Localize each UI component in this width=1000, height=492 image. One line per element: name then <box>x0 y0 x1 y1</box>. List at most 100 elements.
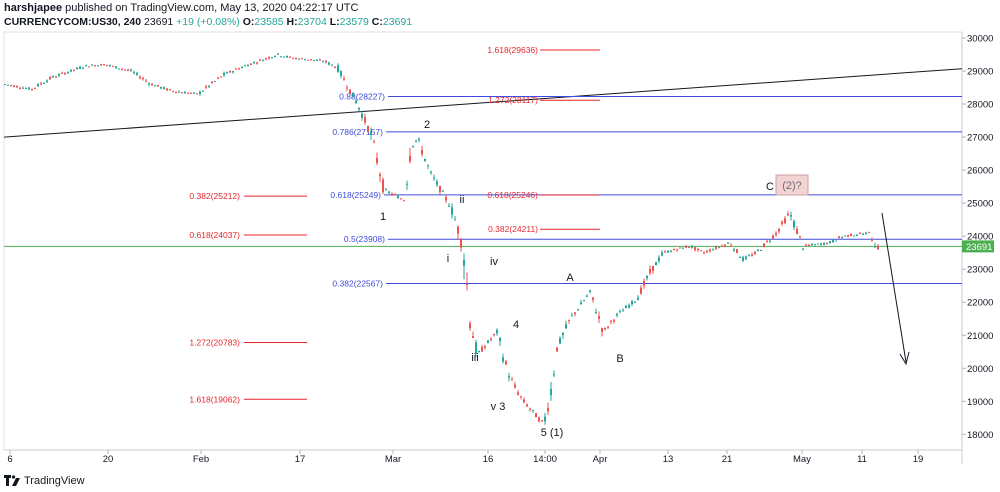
wave-label: iii <box>471 352 478 364</box>
candle-body <box>781 221 783 224</box>
candle-body <box>265 58 267 60</box>
candle-body <box>685 246 687 248</box>
candle-body <box>49 76 51 80</box>
wave-label: C <box>766 181 774 193</box>
candle-body <box>115 66 117 69</box>
candle-body <box>682 247 684 249</box>
x-tick-label: 21 <box>722 454 733 465</box>
candle-body <box>607 326 609 328</box>
candle-body <box>415 140 417 142</box>
candle-body <box>55 76 57 78</box>
candle-body <box>646 276 648 279</box>
wave-label: B <box>616 353 623 365</box>
candle-body <box>676 249 678 251</box>
candle-body <box>406 183 408 185</box>
candle-body <box>238 68 240 70</box>
candle-body <box>76 67 78 69</box>
footer-brand: TradingView <box>24 475 85 487</box>
candle-body <box>328 62 330 65</box>
candle-body <box>157 85 159 87</box>
candle-body <box>148 83 150 85</box>
candle-body <box>598 316 600 319</box>
fib-red-label: 1.618(29636) <box>487 45 538 55</box>
candle-body <box>745 256 747 259</box>
candle-body <box>877 245 879 250</box>
candle-body <box>193 92 195 94</box>
open-value: 23585 <box>254 16 284 28</box>
candle-body <box>34 87 36 89</box>
candle-body <box>499 338 501 342</box>
candle-body <box>82 67 84 69</box>
price-change: +19 (+0.08%) <box>176 16 240 28</box>
candle-body <box>166 88 168 91</box>
candle-body <box>385 189 387 191</box>
candle-body <box>859 232 861 234</box>
candle-body <box>22 87 24 89</box>
candle-body <box>106 65 108 67</box>
footer: TradingView <box>4 472 85 490</box>
candle-body <box>799 236 801 238</box>
candle-body <box>424 158 426 162</box>
candle-body <box>706 250 708 253</box>
y-tick-label: 30000 <box>967 34 993 45</box>
candle-body <box>634 301 636 303</box>
candle-body <box>412 145 414 147</box>
candle-body <box>178 91 180 93</box>
wave-label: 1 <box>380 211 386 223</box>
candle-body <box>487 340 489 343</box>
candle-body <box>358 107 360 110</box>
candle-body <box>535 413 537 418</box>
candle-body <box>376 157 378 163</box>
candle-body <box>661 252 663 256</box>
candle-body <box>853 235 855 237</box>
candle-body <box>640 287 642 294</box>
candle-body <box>88 66 90 68</box>
candle-body <box>526 404 528 407</box>
wave-label: A <box>566 272 574 284</box>
candle-body <box>418 139 420 141</box>
candle-body <box>802 248 804 250</box>
candle-body <box>847 235 849 237</box>
candle-body <box>217 77 219 79</box>
candle-body <box>340 71 342 76</box>
candle-body <box>691 246 693 248</box>
candle-body <box>811 243 813 245</box>
candle-body <box>427 165 429 167</box>
candle-body <box>91 64 93 66</box>
candle-body <box>187 92 189 94</box>
candle-body <box>475 342 477 354</box>
candle-body <box>496 329 498 334</box>
candle-body <box>379 174 381 177</box>
candle-body <box>688 246 690 248</box>
candle-body <box>766 240 768 242</box>
candle-body <box>313 59 315 61</box>
candle-body <box>628 305 630 308</box>
candle-body <box>751 254 753 256</box>
candle-body <box>355 100 357 104</box>
y-tick-label: 19000 <box>967 397 993 408</box>
candle-body <box>616 313 618 316</box>
author-name[interactable]: harshjapee <box>4 2 63 14</box>
fib-blue-label: 0.618(25249) <box>330 190 381 200</box>
published-text: published on TradingView.com, May 13, 20… <box>65 2 359 14</box>
fib-red-label: 1.272(20783) <box>189 337 240 347</box>
plot-frame <box>3 31 963 451</box>
candle-body <box>100 64 102 66</box>
candle-body <box>28 87 30 90</box>
candle-body <box>73 69 75 71</box>
y-tick-label: 22000 <box>967 298 993 309</box>
candle-body <box>724 244 726 247</box>
candle-body <box>163 87 165 90</box>
last-price-tag <box>962 240 994 253</box>
candle-body <box>586 295 588 297</box>
candle-body <box>220 76 222 78</box>
candle-body <box>451 207 453 215</box>
x-tick-label: 6 <box>7 454 12 465</box>
trend-line <box>3 68 963 138</box>
candle-body <box>517 392 519 395</box>
candle-body <box>271 57 273 59</box>
candle-body <box>757 249 759 251</box>
y-tick-label: 18000 <box>967 430 993 441</box>
y-tick-label: 25000 <box>967 199 993 210</box>
